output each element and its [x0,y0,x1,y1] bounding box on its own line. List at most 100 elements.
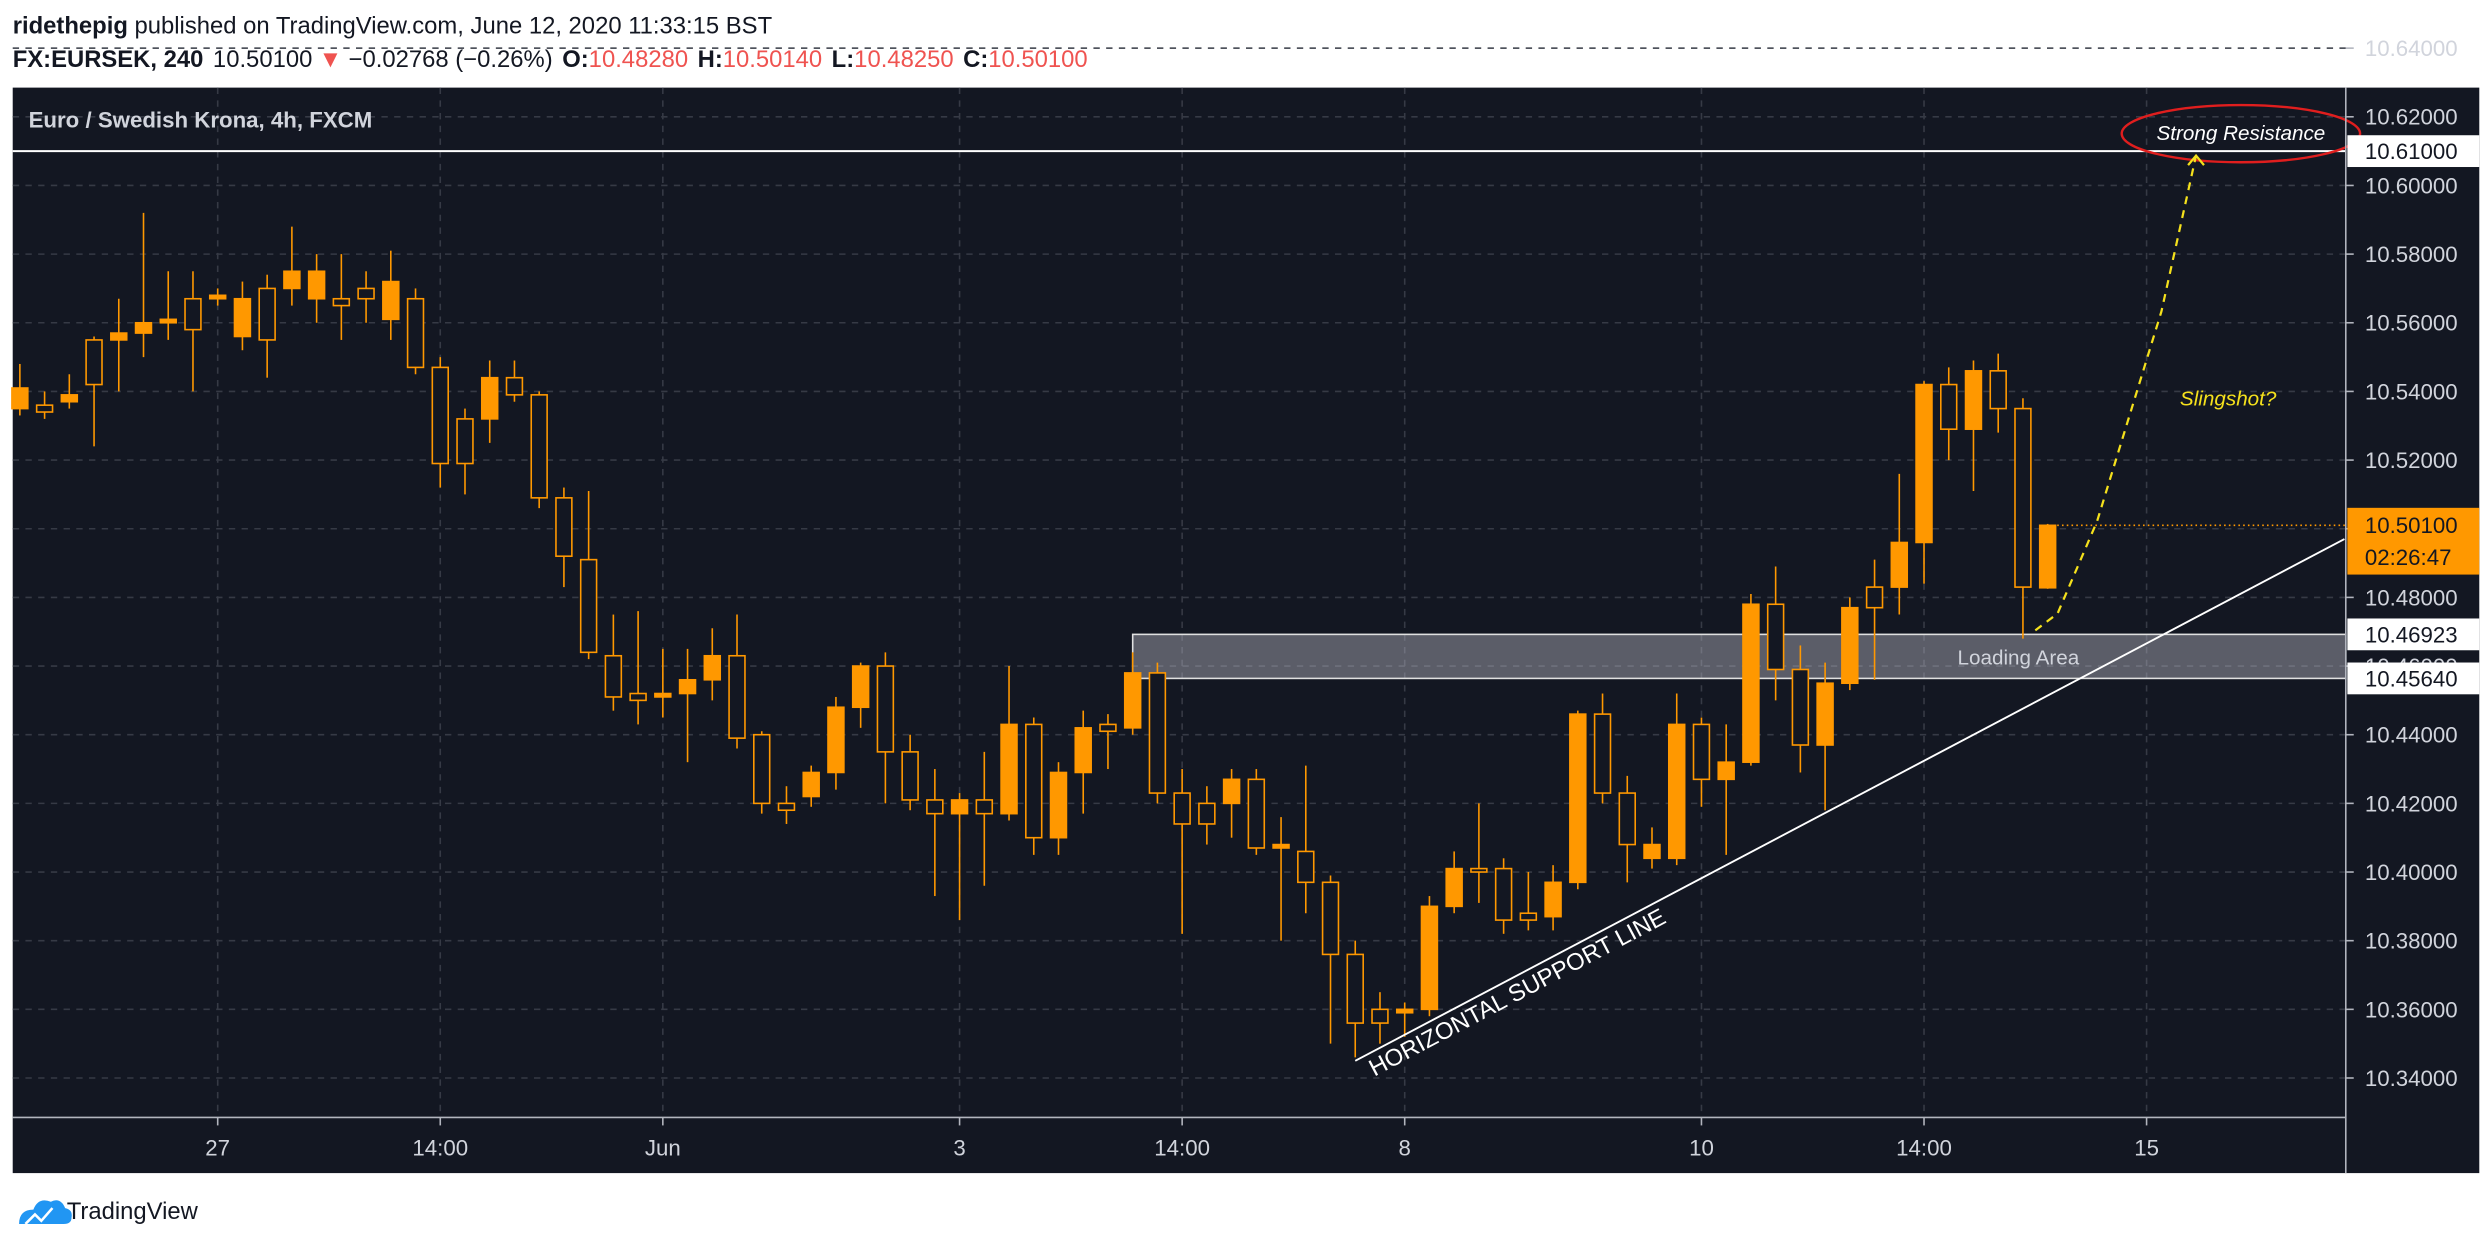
candle-body [876,665,895,753]
last: 10.50100 [213,46,312,73]
candle-body [703,654,722,681]
y-tick-label: 10.58000 [2365,242,2458,267]
candle-body [851,665,870,709]
y-tick-label: 10.60000 [2365,173,2458,198]
y-tick-label: 10.62000 [2365,105,2458,130]
y-tick-label: 10.36000 [2365,997,2458,1022]
x-tick-label: 15 [2134,1136,2159,1161]
candle-body [1766,603,1785,671]
candle-body [110,332,128,341]
countdown: 02:26:47 [2365,545,2452,570]
ohlc-key: L: [832,46,855,73]
ohlc-value: 10.48280 [589,46,688,73]
candle-body [1915,383,1933,544]
last-price: 10.50100 [2365,513,2458,538]
candle-body [159,318,177,324]
candle-body [1049,771,1068,839]
y-tick-label: 10.38000 [2365,929,2458,954]
candle-body [678,678,697,695]
candle-body [1297,850,1315,884]
candle-body [802,771,820,798]
symbol: FX:EURSEK, 240 [13,46,204,73]
resistance-price: 10.61000 [2365,139,2458,164]
candle-body [1519,912,1538,921]
candle-body [1099,723,1117,733]
y-tick-label: 10.34000 [2365,1066,2458,1091]
projection-arrowhead [2187,153,2205,166]
resistance-label: Strong Resistance [2157,122,2326,145]
candle-body [406,297,425,369]
candle-body [2014,407,2032,588]
candle-body [728,654,746,739]
candle-body [1445,867,1463,908]
candle-body [555,497,573,557]
candle-body [1717,761,1735,781]
x-tick-label: 14:00 [1154,1136,1210,1161]
tv-logo [19,1200,72,1225]
candle-body [1667,723,1686,860]
candle-body [1593,713,1612,794]
candle-body [307,270,326,300]
y-tick-label: 10.64000 [2365,36,2458,61]
candle-body [1123,672,1142,729]
author: ridethepig [13,13,128,40]
candle-body [283,270,301,290]
candle-body [1742,603,1760,763]
candle-body [35,404,54,413]
candle-body [1569,713,1587,884]
zone-price-box [2347,618,2480,651]
candle-body [1395,1008,1414,1014]
footer-brand: TradingView [67,1198,199,1225]
x-tick-label: Jun [645,1136,681,1161]
zone-price: 10.46923 [2365,622,2458,647]
support-line [1354,538,2345,1062]
x-tick-label: 27 [205,1136,230,1161]
projection-path [2034,155,2198,632]
candle-body [233,297,252,338]
ohlc-value: 10.50140 [723,46,822,73]
candle-body [654,692,672,698]
candle-body [579,558,598,654]
candle-body [1000,723,1018,815]
candle-body [258,287,276,341]
candle-body [777,802,796,812]
candle-body [530,394,548,499]
y-tick-label: 10.44000 [2365,723,2458,748]
y-tick-label: 10.48000 [2365,585,2458,610]
candle-body [1643,843,1661,860]
logo-cloud [19,1200,72,1224]
logo-line [24,1207,54,1225]
ohlc-key: C: [963,46,988,73]
candle-body [901,751,919,801]
candle-body [827,706,845,774]
candle-body [1890,541,1909,588]
candle-body [1544,881,1562,918]
candle-body [1816,682,1834,746]
projection-label: Slingshot? [2180,387,2277,410]
candle-body [134,321,153,334]
published: published on TradingView.com, June 12, 2… [128,13,773,40]
y-tick-label: 10.52000 [2365,448,2458,473]
candle-body [1198,802,1216,825]
candle-body [604,654,623,698]
loading-area [1131,633,2347,680]
x-tick-label: 3 [953,1136,965,1161]
resistance-price-box [2347,135,2480,168]
candle-body [1470,867,1488,873]
candle-body [431,366,450,465]
candle-body [1272,843,1290,849]
candle-body [1025,723,1043,839]
y-tick-label: 10.54000 [2365,379,2458,404]
candle-body [629,692,647,702]
change: −0.02768 (−0.26%) [349,46,553,73]
candle-body [357,287,375,300]
down-arrow: ▼ [319,46,343,73]
ohlc-key: H: [698,46,723,73]
y-tick-label: 10.40000 [2365,860,2458,885]
candle-body [1618,792,1637,846]
x-tick-label: 14:00 [412,1136,468,1161]
ohlc-key: O: [562,46,588,73]
candle-body [480,376,499,420]
